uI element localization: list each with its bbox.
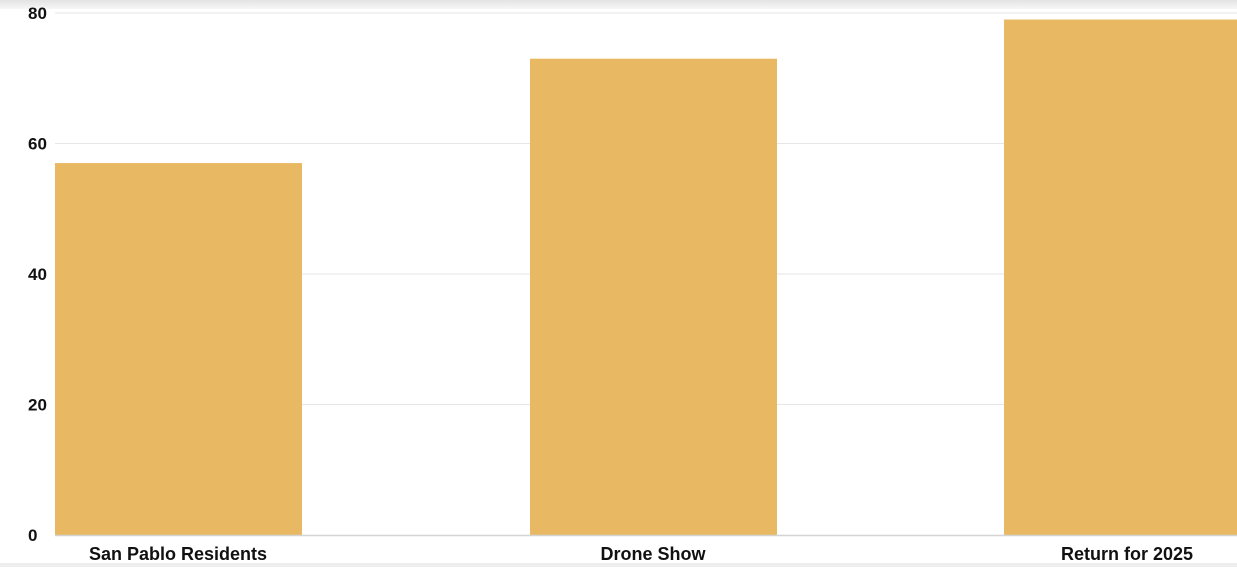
x-category-label-return-for-2025: Return for 2025: [1061, 544, 1193, 564]
x-category-labels: San Pablo Residents Drone Show Return for …: [89, 544, 1193, 564]
bar-drone-show: [530, 58, 777, 536]
y-tick-label-80: 80: [28, 4, 47, 23]
y-tick-label-0: 0: [28, 526, 37, 545]
y-tick-label-60: 60: [28, 135, 47, 154]
top-edge: [0, 0, 1237, 9]
y-tick-labels: 0 20 40 60 80: [28, 4, 47, 545]
bottom-edge: [0, 563, 1237, 567]
y-tick-label-40: 40: [28, 265, 47, 284]
x-category-label-drone-show: Drone Show: [600, 544, 706, 564]
bar-san-pablo-residents: [55, 163, 302, 535]
x-category-label-san-pablo-residents: San Pablo Residents: [89, 544, 267, 564]
y-tick-label-20: 20: [28, 396, 47, 415]
bar-return-for-2025: [1004, 19, 1237, 535]
bars: [55, 19, 1237, 536]
